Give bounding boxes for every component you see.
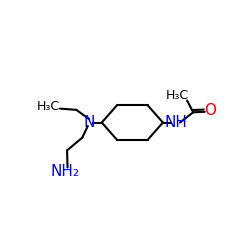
Text: O: O <box>204 103 216 118</box>
Text: NH: NH <box>164 115 187 130</box>
Text: N: N <box>84 115 95 130</box>
Text: NH₂: NH₂ <box>50 164 79 179</box>
Text: H₃C: H₃C <box>37 100 60 113</box>
Text: H₃C: H₃C <box>165 89 188 102</box>
